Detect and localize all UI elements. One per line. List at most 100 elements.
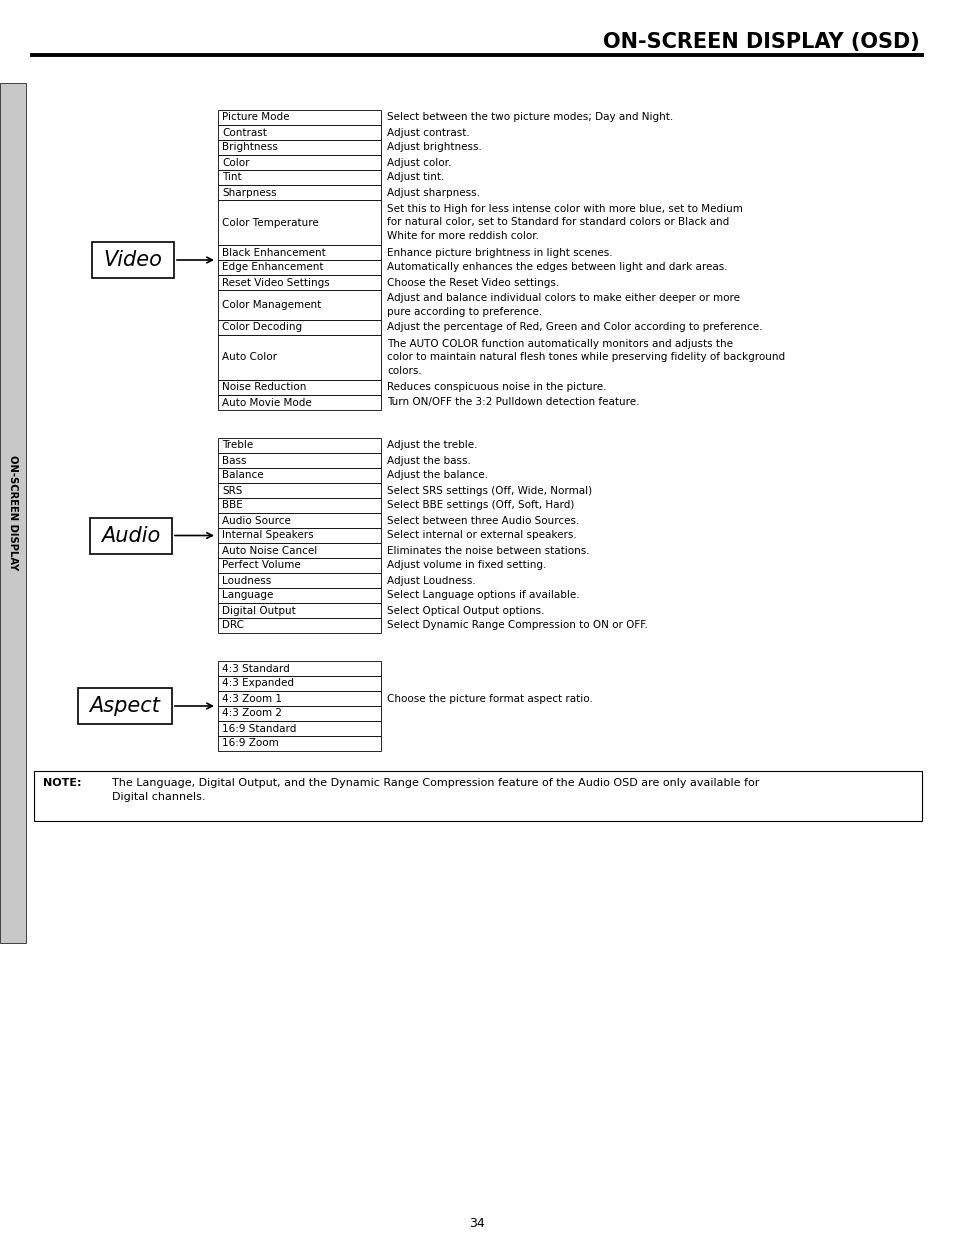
- Text: Tint: Tint: [222, 173, 241, 183]
- Bar: [218, 692, 380, 706]
- Text: 4:3 Zoom 1: 4:3 Zoom 1: [222, 694, 282, 704]
- Bar: [218, 438, 380, 453]
- Text: Loudness: Loudness: [222, 576, 271, 585]
- Text: Reset Video Settings: Reset Video Settings: [222, 278, 330, 288]
- Text: 4:3 Expanded: 4:3 Expanded: [222, 678, 294, 688]
- Text: Sharpness: Sharpness: [222, 188, 276, 198]
- Bar: [218, 261, 380, 275]
- Text: Internal Speakers: Internal Speakers: [222, 531, 314, 541]
- Bar: [218, 603, 380, 618]
- Text: Noise Reduction: Noise Reduction: [222, 383, 306, 393]
- Text: Adjust the treble.: Adjust the treble.: [387, 441, 477, 451]
- Bar: [218, 706, 380, 721]
- Text: Auto Movie Mode: Auto Movie Mode: [222, 398, 312, 408]
- Bar: [218, 453, 380, 468]
- Bar: [218, 335, 380, 380]
- Text: Select Dynamic Range Compression to ON or OFF.: Select Dynamic Range Compression to ON o…: [387, 620, 647, 631]
- Text: Choose the Reset Video settings.: Choose the Reset Video settings.: [387, 278, 558, 288]
- Bar: [218, 245, 380, 261]
- Text: Turn ON/OFF the 3:2 Pulldown detection feature.: Turn ON/OFF the 3:2 Pulldown detection f…: [387, 398, 639, 408]
- Text: Language: Language: [222, 590, 274, 600]
- Text: Auto Noise Cancel: Auto Noise Cancel: [222, 546, 317, 556]
- Bar: [218, 185, 380, 200]
- Text: Adjust brightness.: Adjust brightness.: [387, 142, 481, 152]
- Text: Adjust the percentage of Red, Green and Color according to preference.: Adjust the percentage of Red, Green and …: [387, 322, 761, 332]
- Bar: [218, 529, 380, 543]
- Text: Digital Output: Digital Output: [222, 605, 295, 615]
- Text: Adjust tint.: Adjust tint.: [387, 173, 444, 183]
- Bar: [218, 736, 380, 751]
- Text: Perfect Volume: Perfect Volume: [222, 561, 300, 571]
- Bar: [218, 156, 380, 170]
- Text: Color: Color: [222, 158, 250, 168]
- Bar: [218, 140, 380, 156]
- Bar: [218, 558, 380, 573]
- Text: Adjust the bass.: Adjust the bass.: [387, 456, 471, 466]
- Text: 16:9 Standard: 16:9 Standard: [222, 724, 296, 734]
- Text: Reduces conspicuous noise in the picture.: Reduces conspicuous noise in the picture…: [387, 383, 606, 393]
- Bar: [218, 320, 380, 335]
- Text: Color Decoding: Color Decoding: [222, 322, 302, 332]
- Text: ON-SCREEN DISPLAY: ON-SCREEN DISPLAY: [8, 456, 18, 571]
- Text: Auto Color: Auto Color: [222, 352, 276, 363]
- Text: Picture Mode: Picture Mode: [222, 112, 289, 122]
- Text: Set this to High for less intense color with more blue, set to Medium
for natura: Set this to High for less intense color …: [387, 204, 742, 241]
- Text: Audio Source: Audio Source: [222, 515, 291, 526]
- Text: Audio: Audio: [101, 526, 160, 546]
- Text: The Language, Digital Output, and the Dynamic Range Compression feature of the A: The Language, Digital Output, and the Dy…: [112, 778, 759, 802]
- Text: BBE: BBE: [222, 500, 242, 510]
- Bar: [218, 721, 380, 736]
- Text: Select between the two picture modes; Day and Night.: Select between the two picture modes; Da…: [387, 112, 673, 122]
- Bar: [91, 242, 173, 278]
- Text: Select internal or external speakers.: Select internal or external speakers.: [387, 531, 577, 541]
- Bar: [218, 543, 380, 558]
- Text: Edge Enhancement: Edge Enhancement: [222, 263, 323, 273]
- Text: Adjust sharpness.: Adjust sharpness.: [387, 188, 479, 198]
- Bar: [218, 290, 380, 320]
- Text: Select Optical Output options.: Select Optical Output options.: [387, 605, 544, 615]
- Text: Select between three Audio Sources.: Select between three Audio Sources.: [387, 515, 578, 526]
- Bar: [218, 170, 380, 185]
- Text: SRS: SRS: [222, 485, 242, 495]
- Text: ON-SCREEN DISPLAY (OSD): ON-SCREEN DISPLAY (OSD): [602, 32, 919, 52]
- Text: Select BBE settings (Off, Soft, Hard): Select BBE settings (Off, Soft, Hard): [387, 500, 574, 510]
- Text: Brightness: Brightness: [222, 142, 277, 152]
- Bar: [218, 513, 380, 529]
- Bar: [78, 688, 172, 724]
- Text: Eliminates the noise between stations.: Eliminates the noise between stations.: [387, 546, 589, 556]
- Text: Color Management: Color Management: [222, 300, 321, 310]
- Text: Enhance picture brightness in light scenes.: Enhance picture brightness in light scen…: [387, 247, 612, 258]
- Text: Adjust the balance.: Adjust the balance.: [387, 471, 488, 480]
- Bar: [0, 83, 26, 944]
- Bar: [218, 618, 380, 634]
- Text: Automatically enhances the edges between light and dark areas.: Automatically enhances the edges between…: [387, 263, 727, 273]
- Text: Aspect: Aspect: [90, 697, 160, 716]
- Bar: [218, 380, 380, 395]
- Text: Bass: Bass: [222, 456, 246, 466]
- Bar: [218, 483, 380, 498]
- Text: NOTE:: NOTE:: [43, 778, 81, 788]
- Bar: [218, 661, 380, 676]
- Bar: [218, 573, 380, 588]
- Text: Adjust Loudness.: Adjust Loudness.: [387, 576, 476, 585]
- Text: 4:3 Zoom 2: 4:3 Zoom 2: [222, 709, 282, 719]
- Bar: [34, 771, 921, 821]
- Text: 16:9 Zoom: 16:9 Zoom: [222, 739, 278, 748]
- Bar: [218, 676, 380, 692]
- Text: Choose the picture format aspect ratio.: Choose the picture format aspect ratio.: [387, 694, 592, 704]
- Text: 34: 34: [469, 1216, 484, 1230]
- Bar: [218, 395, 380, 410]
- Bar: [218, 125, 380, 140]
- Text: Color Temperature: Color Temperature: [222, 217, 318, 227]
- Text: Select Language options if available.: Select Language options if available.: [387, 590, 579, 600]
- Bar: [218, 468, 380, 483]
- Text: Balance: Balance: [222, 471, 263, 480]
- Text: Adjust color.: Adjust color.: [387, 158, 451, 168]
- Bar: [90, 517, 172, 553]
- Text: DRC: DRC: [222, 620, 244, 631]
- Text: Contrast: Contrast: [222, 127, 267, 137]
- Text: Adjust contrast.: Adjust contrast.: [387, 127, 469, 137]
- Text: Adjust volume in fixed setting.: Adjust volume in fixed setting.: [387, 561, 546, 571]
- Text: Adjust and balance individual colors to make either deeper or more
pure accordin: Adjust and balance individual colors to …: [387, 294, 740, 316]
- Bar: [218, 588, 380, 603]
